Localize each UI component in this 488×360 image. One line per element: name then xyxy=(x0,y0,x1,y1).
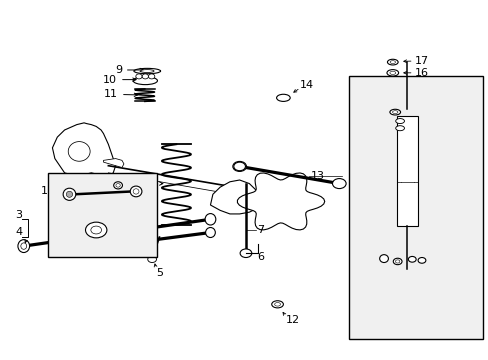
Text: 8: 8 xyxy=(148,179,163,189)
Ellipse shape xyxy=(18,240,30,252)
Text: 18: 18 xyxy=(414,107,428,116)
Circle shape xyxy=(127,202,137,209)
Text: 13: 13 xyxy=(310,171,324,181)
Text: 2: 2 xyxy=(84,238,91,248)
Polygon shape xyxy=(237,173,324,230)
Ellipse shape xyxy=(389,71,395,75)
Ellipse shape xyxy=(140,69,154,72)
Text: 1: 1 xyxy=(41,186,48,196)
Circle shape xyxy=(147,256,156,262)
Polygon shape xyxy=(103,158,123,167)
Circle shape xyxy=(91,226,102,234)
Text: 3: 3 xyxy=(15,210,22,220)
Ellipse shape xyxy=(66,191,73,197)
Circle shape xyxy=(233,162,245,171)
Circle shape xyxy=(240,249,251,257)
Ellipse shape xyxy=(392,258,401,265)
Text: 5: 5 xyxy=(156,268,163,278)
Text: 17: 17 xyxy=(414,56,428,66)
Ellipse shape xyxy=(205,228,215,238)
Text: 12: 12 xyxy=(285,315,299,325)
Polygon shape xyxy=(52,123,116,176)
Ellipse shape xyxy=(133,77,157,85)
Bar xyxy=(348,76,482,339)
Text: 14: 14 xyxy=(299,80,313,90)
Ellipse shape xyxy=(386,69,398,76)
Bar xyxy=(396,116,417,226)
Ellipse shape xyxy=(63,188,76,201)
Ellipse shape xyxy=(395,260,399,263)
Ellipse shape xyxy=(271,301,283,308)
Ellipse shape xyxy=(116,184,120,187)
Ellipse shape xyxy=(389,109,400,115)
Text: 10: 10 xyxy=(103,75,136,85)
Ellipse shape xyxy=(395,126,404,131)
Ellipse shape xyxy=(386,59,397,65)
Ellipse shape xyxy=(114,182,122,189)
Text: 16: 16 xyxy=(414,68,428,78)
Ellipse shape xyxy=(407,256,415,262)
Polygon shape xyxy=(210,180,259,214)
Ellipse shape xyxy=(134,68,160,74)
Text: 4: 4 xyxy=(15,227,22,237)
Text: 11: 11 xyxy=(104,89,137,99)
Ellipse shape xyxy=(276,94,289,102)
Text: 5: 5 xyxy=(138,214,145,224)
Circle shape xyxy=(85,222,107,238)
Text: 6: 6 xyxy=(257,252,264,262)
Ellipse shape xyxy=(133,189,139,194)
Ellipse shape xyxy=(21,243,27,249)
Circle shape xyxy=(232,161,246,171)
Circle shape xyxy=(332,179,346,189)
Ellipse shape xyxy=(101,241,111,251)
Bar xyxy=(47,173,157,257)
Ellipse shape xyxy=(389,61,395,64)
Ellipse shape xyxy=(142,74,148,79)
Text: 9: 9 xyxy=(115,65,143,75)
Text: 7: 7 xyxy=(256,225,263,235)
Text: 15: 15 xyxy=(389,272,404,282)
Ellipse shape xyxy=(379,255,387,262)
Ellipse shape xyxy=(136,74,142,79)
Ellipse shape xyxy=(148,74,155,79)
Ellipse shape xyxy=(274,302,280,306)
Ellipse shape xyxy=(130,186,142,197)
Ellipse shape xyxy=(68,141,90,161)
Ellipse shape xyxy=(395,118,404,123)
Ellipse shape xyxy=(417,257,425,263)
Ellipse shape xyxy=(392,111,397,113)
Ellipse shape xyxy=(204,213,215,225)
